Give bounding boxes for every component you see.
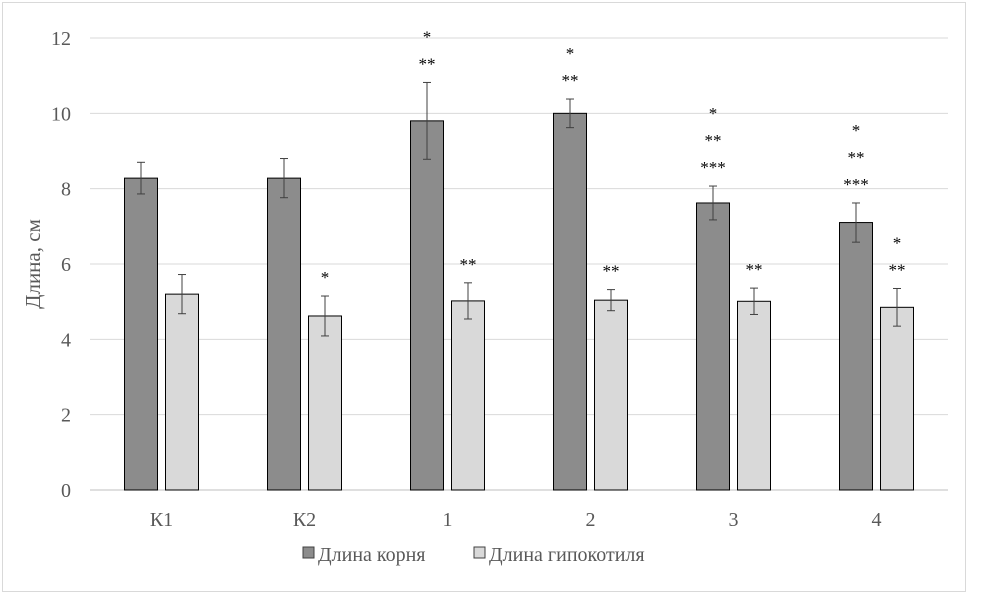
legend-label-root: Длина корня [318,544,426,566]
legend-swatch-root [302,546,315,559]
significance-mark: * [893,233,902,252]
bar-hypocotyl-length [165,293,199,491]
x-category-label: 2 [586,509,596,531]
significance-mark: ** [603,262,620,281]
chart-frame [2,2,966,592]
significance-mark: ** [889,260,906,279]
grid-layer [90,37,948,491]
bar-hypocotyl-length [880,306,914,491]
significance-mark: ** [705,131,722,150]
y-tick-label: 2 [61,405,71,427]
x-category-label: К1 [150,509,173,531]
legend-label-hypocotyl: Длина гипокотиля [489,544,645,566]
y-axis-title: Длина, см [21,219,45,309]
y-tick-labels: 0 2 4 6 8 10 12 [51,28,71,502]
y-tick-label: 4 [61,329,71,351]
x-category-label: 1 [443,509,453,531]
bar-hypocotyl-length [594,299,628,491]
bar-root-length [553,112,587,491]
significance-mark: *** [700,158,726,177]
significance-mark: * [852,121,861,140]
y-tick-label: 8 [61,179,71,201]
x-category-label: 3 [729,509,739,531]
y-tick-label: 12 [51,28,71,50]
bar-hypocotyl-length [737,300,771,491]
legend: Длина корня Длина гипокотиля [302,544,645,566]
significance-mark: ** [419,54,436,73]
bar-root-length [124,177,158,491]
bar-hypocotyl-length [308,315,342,491]
x-category-labels: К1 К2 1 2 3 4 [150,509,882,531]
y-tick-label: 0 [61,480,71,502]
bar-hypocotyl-length [451,300,485,491]
significance-mark: * [321,268,330,287]
x-category-label: 4 [872,509,882,531]
significance-mark: ** [460,255,477,274]
bars [124,112,914,491]
y-tick-label: 6 [61,254,71,276]
significance-annotations: **************************** [321,27,906,287]
significance-mark: * [423,27,432,46]
bar-root-length [839,222,873,491]
legend-swatch-hypocotyl [473,546,486,559]
significance-mark: ** [848,148,865,167]
significance-mark: ** [562,71,579,90]
error-bars [137,81,901,337]
x-category-label: К2 [293,509,316,531]
significance-mark: ** [746,260,763,279]
bar-root-length [696,202,730,491]
significance-mark: * [566,44,575,63]
significance-mark: *** [843,175,869,194]
y-tick-label: 10 [51,103,71,125]
bar-root-length [267,177,301,491]
bar-root-length [410,120,444,491]
significance-mark: * [709,104,718,123]
